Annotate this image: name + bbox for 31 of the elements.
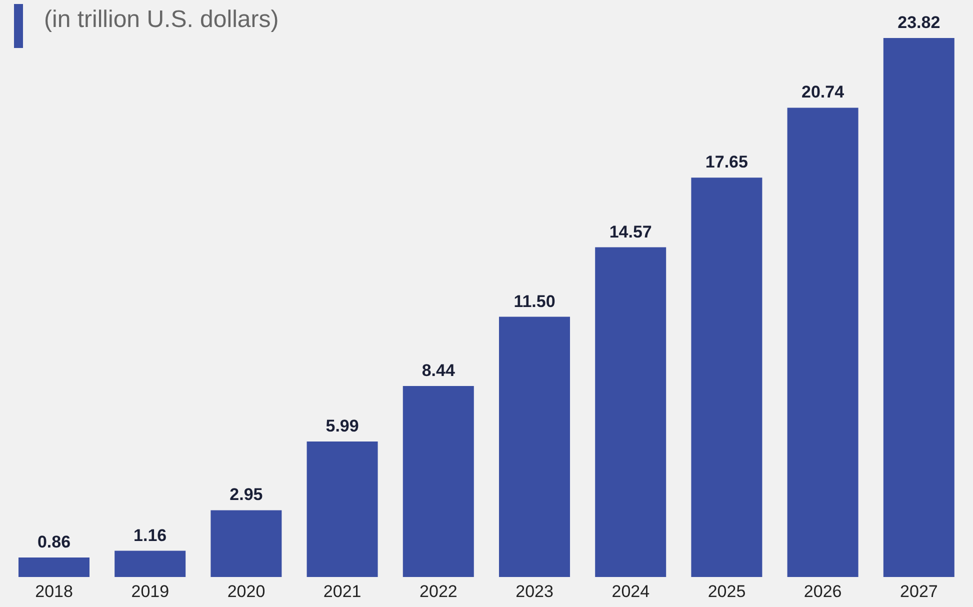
data-label: 5.99 (326, 416, 359, 436)
x-tick-label: 2021 (323, 582, 362, 602)
data-label: 0.86 (37, 532, 71, 552)
chart-subtitle: (in trillion U.S. dollars) (44, 6, 279, 34)
bar (883, 38, 954, 577)
data-label: 20.74 (802, 82, 845, 102)
bar (787, 108, 858, 577)
x-tick-label: 2018 (35, 582, 73, 602)
data-label: 23.82 (898, 13, 940, 32)
data-label: 11.50 (514, 292, 556, 311)
x-tick-label: 2022 (420, 582, 458, 602)
bar (691, 178, 762, 577)
data-label: 2.95 (230, 485, 263, 504)
data-label: 14.57 (609, 222, 652, 242)
x-tick-label: 2026 (804, 582, 842, 602)
data-label: 8.44 (422, 361, 456, 380)
bar (402, 386, 474, 577)
data-label: 1.16 (134, 526, 167, 545)
bar (498, 316, 570, 577)
x-tick-label: 2025 (708, 582, 746, 602)
bar (595, 247, 666, 577)
x-tick-label: 2024 (612, 582, 650, 602)
x-tick-label: 2020 (227, 582, 266, 602)
bar (306, 441, 378, 577)
x-tick-label: 2027 (900, 582, 938, 602)
data-label: 17.65 (705, 152, 748, 172)
x-tick-label: 2023 (516, 582, 554, 602)
x-tick-label: 2019 (131, 582, 170, 602)
bar (18, 558, 90, 577)
bar (114, 550, 186, 577)
bar (210, 510, 282, 577)
